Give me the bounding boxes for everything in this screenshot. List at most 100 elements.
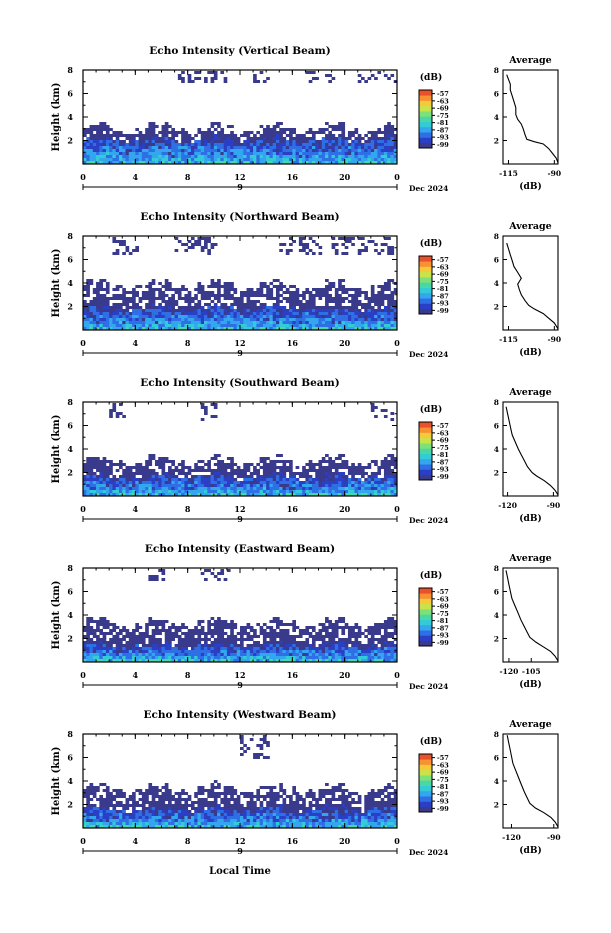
heatmap-cell [387, 472, 391, 475]
heatmap-cell [296, 146, 300, 149]
heatmap-cell [260, 306, 264, 309]
heatmap-cell [103, 318, 107, 321]
heatmap-cell [338, 285, 342, 288]
heatmap-cell [332, 318, 336, 321]
heatmap-cell [283, 155, 287, 158]
heatmap-cell [286, 309, 290, 312]
heatmap-cell [348, 629, 352, 632]
heatmap-cell [390, 143, 394, 146]
heatmap-cell [299, 490, 303, 493]
heatmap-cell [184, 146, 188, 149]
heatmap-cell [276, 158, 280, 161]
heatmap-cell [220, 146, 224, 149]
heatmap-cell [99, 617, 103, 620]
heatmap-cell [269, 306, 273, 309]
heatmap-cell [230, 137, 234, 140]
heatmap-cell [211, 309, 215, 312]
heatmap-cell [250, 475, 254, 478]
heatmap-cell [217, 617, 221, 620]
heatmap-cell [371, 134, 375, 137]
y-tick-label: 6 [67, 255, 73, 265]
heatmap-cell [276, 620, 280, 623]
heatmap-cell [152, 644, 156, 647]
heatmap-cell [387, 321, 391, 324]
heatmap-cell [224, 315, 228, 318]
heatmap-cell [374, 632, 378, 635]
heatmap-cell [175, 484, 179, 487]
heatmap-cell [168, 632, 172, 635]
heatmap-cell [126, 143, 130, 146]
heatmap-cell [96, 134, 100, 137]
heatmap-cell [116, 647, 120, 650]
heatmap-cell [93, 288, 97, 291]
heatmap-cell [328, 463, 332, 466]
heatmap-cell [305, 300, 309, 303]
heatmap-cell [103, 155, 107, 158]
heatmap-cell [162, 460, 166, 463]
heatmap-cell [152, 481, 156, 484]
heatmap-cell [188, 158, 192, 161]
heatmap-cell [358, 155, 362, 158]
heatmap-cell [266, 318, 270, 321]
heatmap-cell [142, 650, 146, 653]
heatmap-cell [283, 478, 287, 481]
heatmap-cell [217, 490, 221, 493]
heatmap-cell [86, 149, 90, 152]
colorbar-unit: (dB) [420, 72, 442, 83]
heatmap-cell [214, 656, 218, 659]
heatmap-cell [135, 146, 139, 149]
heatmap-cell [335, 487, 339, 490]
heatmap-cell [230, 650, 234, 653]
heatmap-cell [171, 312, 175, 315]
heatmap-cell [181, 653, 185, 656]
heatmap-cell [220, 481, 224, 484]
heatmap-cell [158, 140, 162, 143]
heatmap-cell [139, 318, 143, 321]
heatmap-cell [381, 409, 385, 412]
heatmap-cell [109, 653, 113, 656]
heatmap-cell [351, 312, 355, 315]
heatmap-cell [168, 466, 172, 469]
heatmap-cell [178, 306, 182, 309]
heatmap-cell [126, 246, 130, 249]
heatmap-cell [171, 656, 175, 659]
heatmap-cell [233, 149, 237, 152]
heatmap-cell [312, 638, 316, 641]
heatmap-cell [109, 647, 113, 650]
heatmap-cell [381, 484, 385, 487]
heatmap-cell [233, 300, 237, 303]
heatmap-cell [351, 472, 355, 475]
heatmap-cell [86, 463, 90, 466]
heatmap-cell [240, 303, 244, 306]
heatmap-cell [86, 656, 90, 659]
heatmap-cell [283, 647, 287, 650]
heatmap-cell [253, 143, 257, 146]
heatmap-cell [384, 306, 388, 309]
heatmap-cell [381, 294, 385, 297]
heatmap-cell [279, 460, 283, 463]
heatmap-cell [152, 321, 156, 324]
heatmap-cell [338, 137, 342, 140]
heatmap-cell [299, 315, 303, 318]
heatmap-cell [354, 140, 358, 143]
x-tick-label: 12 [234, 338, 245, 348]
heatmap-cell [175, 626, 179, 629]
heatmap-cell [197, 656, 201, 659]
heatmap-cell [364, 149, 368, 152]
heatmap-cell [351, 131, 355, 134]
heatmap-cell [266, 297, 270, 300]
heatmap-cell [175, 315, 179, 318]
heatmap-cell [103, 650, 107, 653]
heatmap-cell [253, 487, 257, 490]
heatmap-cell [243, 632, 247, 635]
heatmap-cell [368, 131, 372, 134]
heatmap-cell [332, 653, 336, 656]
heatmap-cell [103, 623, 107, 626]
heatmap-cell [341, 122, 345, 125]
heatmap-cell [90, 475, 94, 478]
heatmap-cell [319, 635, 323, 638]
heatmap-cell [207, 638, 211, 641]
heatmap-cell [332, 632, 336, 635]
heatmap-cell [207, 469, 211, 472]
heatmap-cell [139, 297, 143, 300]
